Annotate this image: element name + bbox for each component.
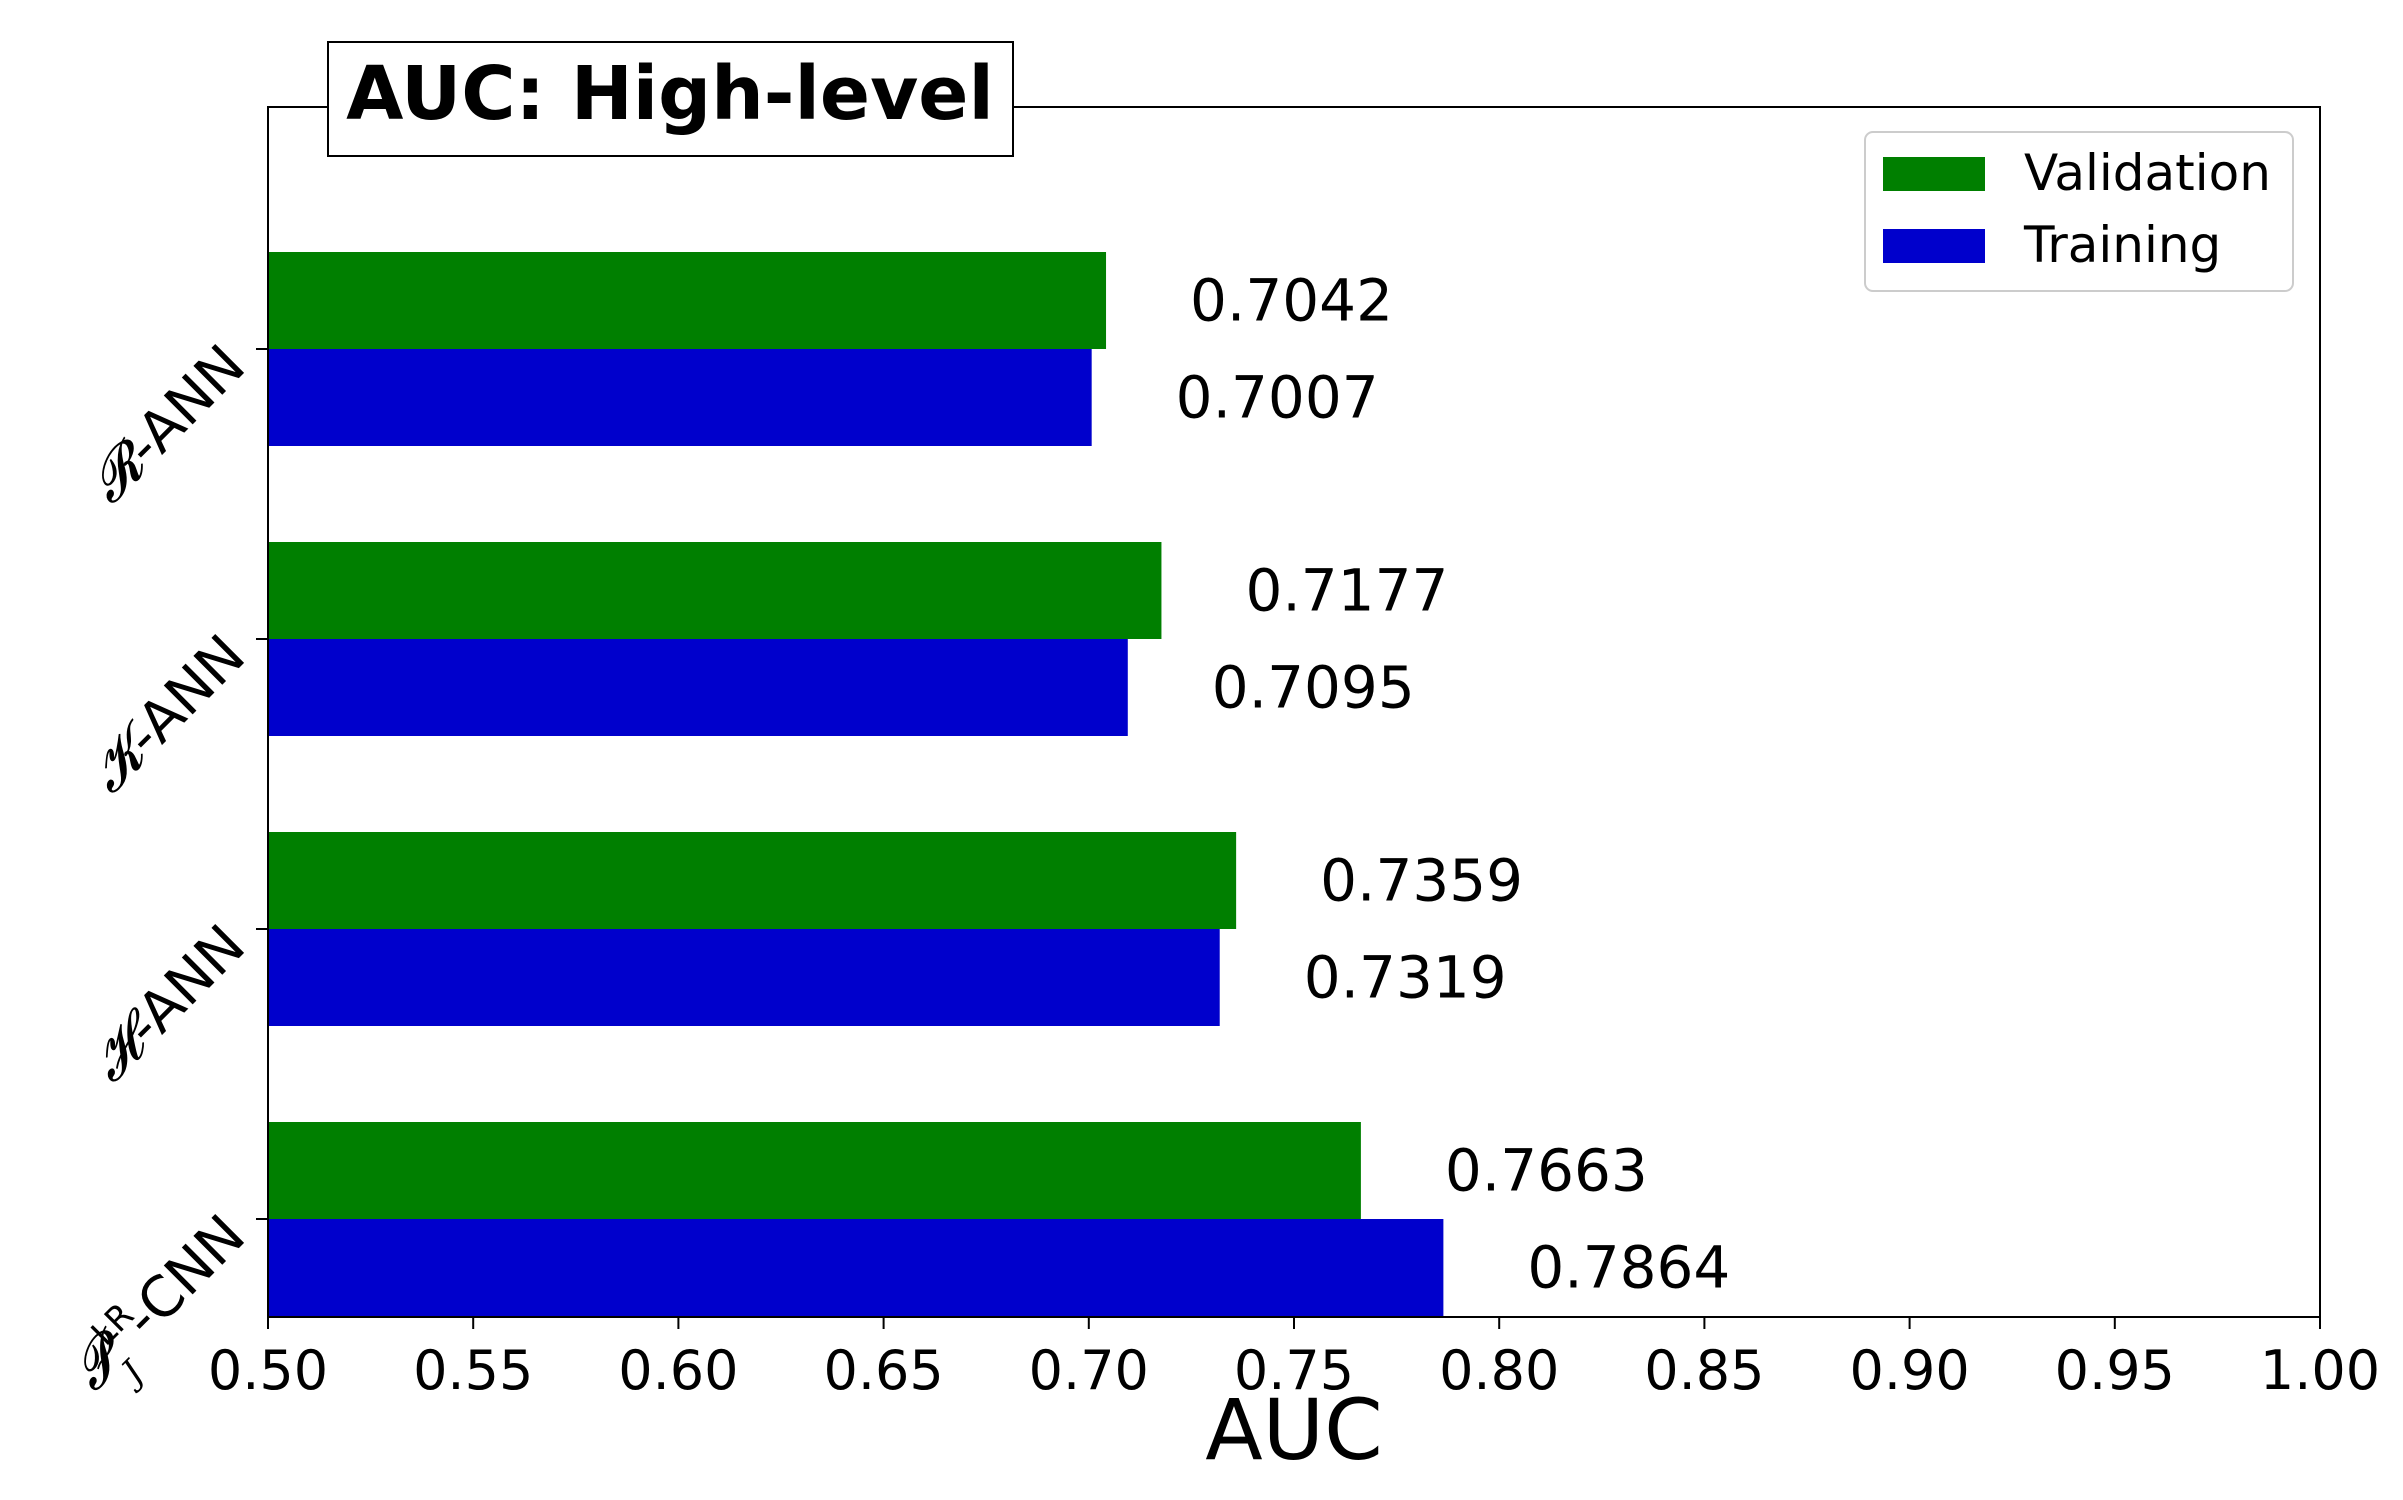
x-tick-label-4: 0.70 (1029, 1339, 1149, 1402)
value-label-validation-3: 0.7663 (1445, 1137, 1648, 1205)
bar-validation-0 (268, 252, 1107, 349)
x-tick-label-9: 0.95 (2055, 1339, 2175, 1402)
value-label-training-2: 0.7319 (1304, 944, 1507, 1012)
x-tick-label-7: 0.85 (1644, 1339, 1764, 1402)
bar-training-2 (268, 929, 1220, 1026)
x-tick-label-1: 0.55 (413, 1339, 533, 1402)
legend-swatch-validation (1883, 157, 1985, 191)
bar-validation-3 (268, 1122, 1361, 1219)
y-category-label-2: 𝓗-ANN (76, 913, 257, 1094)
legend[interactable]: Validation Training (1864, 131, 2294, 292)
legend-label-training: Training (2023, 216, 2221, 274)
value-label-validation-2: 0.7359 (1320, 847, 1523, 915)
value-label-training-3: 0.7864 (1527, 1234, 1730, 1302)
x-axis-title: AUC (1205, 1381, 1383, 1479)
x-tick-label-0: 0.50 (208, 1339, 328, 1402)
bar-validation-2 (268, 832, 1237, 929)
chart-title-box: AUC: High-level (327, 41, 1014, 157)
value-label-validation-0: 0.7042 (1190, 267, 1393, 335)
chart-title: AUC: High-level (346, 51, 994, 137)
legend-swatch-training (1883, 229, 1985, 263)
bar-training-1 (268, 639, 1128, 736)
x-tick-label-6: 0.80 (1439, 1339, 1559, 1402)
x-tick-label-3: 0.65 (823, 1339, 943, 1402)
value-label-validation-1: 0.7177 (1245, 557, 1448, 625)
x-tick-label-10: 1.00 (2260, 1339, 2380, 1402)
value-label-training-0: 0.7007 (1176, 364, 1379, 432)
bar-training-0 (268, 349, 1092, 446)
bar-training-3 (268, 1219, 1444, 1316)
legend-label-validation: Validation (2024, 144, 2271, 202)
value-label-training-1: 0.7095 (1212, 654, 1415, 722)
bar-validation-1 (268, 542, 1162, 639)
x-axis: 0.50 0.55 0.60 0.65 0.70 0.75 0.80 0.85 0.90 0.95… (208, 1317, 2380, 1402)
y-category-label-0: 𝓡-ANN (75, 333, 258, 516)
value-labels-layer: 0.7042 0.7177 0.7359 0.7663 0.7007 0.7095 0.73… (1176, 267, 1731, 1302)
x-tick-label-8: 0.90 (1849, 1339, 1969, 1402)
y-category-label-1: 𝓚-ANN (75, 623, 258, 806)
x-tick-label-2: 0.60 (618, 1339, 738, 1402)
bars-layer (268, 252, 1444, 1316)
x-tick-label-5: 0.75 (1234, 1339, 1354, 1402)
